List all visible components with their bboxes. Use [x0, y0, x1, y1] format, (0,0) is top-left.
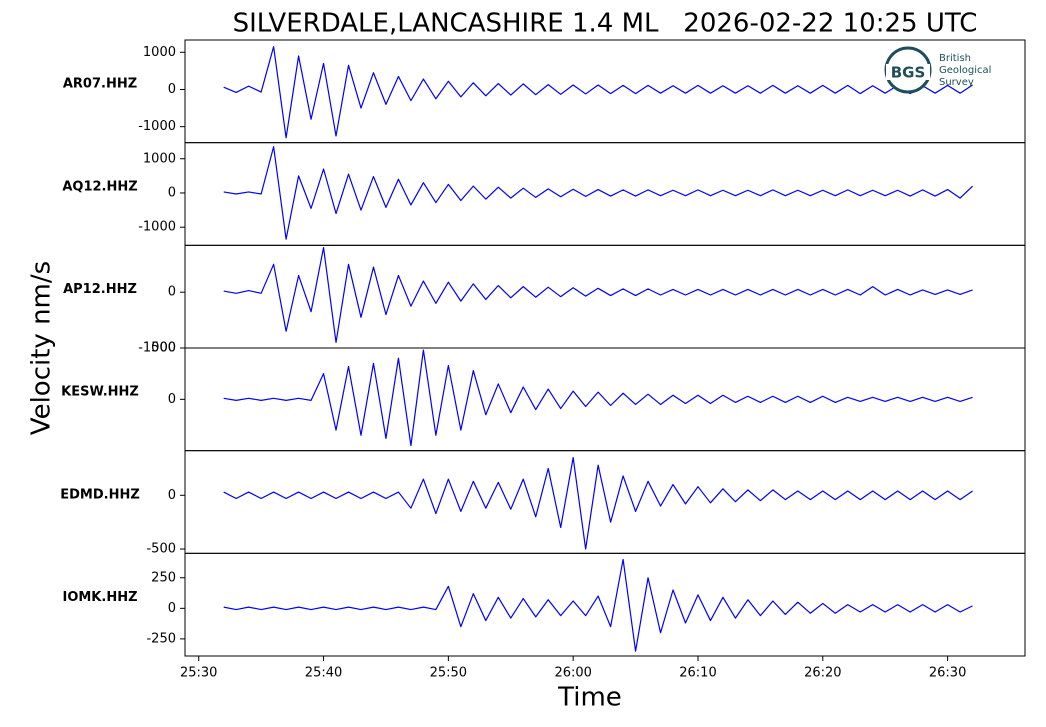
y-tick-label: 0: [168, 82, 176, 97]
waveform: [223, 146, 973, 240]
logo-text: British: [939, 53, 971, 64]
station-label: IOMK.HHZ: [62, 590, 137, 605]
y-tick-label: 500: [151, 341, 176, 356]
y-tick-label: -1000: [138, 119, 176, 134]
y-tick-label: 0: [168, 601, 176, 616]
waveform: [223, 46, 973, 139]
y-tick-label: 0: [168, 285, 176, 300]
y-tick-label: 1000: [143, 151, 176, 166]
waveform: [223, 558, 973, 652]
logo-text: Geological: [939, 65, 991, 76]
station-label: AQ12.HHZ: [62, 179, 137, 194]
y-tick-label: -1000: [138, 341, 176, 356]
x-tick-label: 25:40: [305, 666, 342, 681]
x-tick-label: 26:00: [554, 666, 591, 681]
waveform: [223, 349, 973, 447]
waveform: [223, 457, 973, 550]
x-tick-label: 26:20: [804, 666, 841, 681]
y-axis-label: Velocity nm/s: [27, 261, 57, 435]
y-tick-label: 1000: [143, 45, 176, 60]
y-tick-label: 0: [168, 392, 176, 407]
logo: BGS British Geological Survey: [884, 46, 991, 94]
logo-text: Survey: [939, 77, 974, 88]
x-tick-label: 25:50: [430, 666, 467, 681]
logo-abbr: BGS: [891, 64, 926, 82]
panel-frame: [184, 244, 1026, 349]
y-tick-label: 250: [151, 570, 176, 585]
x-axis-label: Time: [557, 683, 622, 713]
waveform: [223, 246, 973, 344]
x-tick-label: 26:10: [679, 666, 716, 681]
y-tick-label: -250: [146, 631, 176, 646]
panel-frame: [184, 142, 1026, 246]
x-tick-label: 25:30: [180, 666, 217, 681]
y-tick-label: 0: [168, 185, 176, 200]
station-label: KESW.HHZ: [61, 385, 139, 400]
station-label: AP12.HHZ: [63, 282, 137, 297]
y-tick-label: -1000: [138, 220, 176, 235]
station-label: AR07.HHZ: [63, 77, 137, 92]
panel-frame: [184, 552, 1026, 657]
panel-frame: [184, 450, 1026, 554]
y-tick-label: 0: [168, 488, 176, 503]
station-label: EDMD.HHZ: [60, 487, 140, 502]
logo-band: [886, 64, 930, 80]
y-tick-label: -500: [146, 542, 176, 557]
chart-title: SILVERDALE,LANCASHIRE 1.4 ML 2026-02-22 …: [233, 9, 978, 39]
x-tick-label: 26:30: [929, 666, 966, 681]
